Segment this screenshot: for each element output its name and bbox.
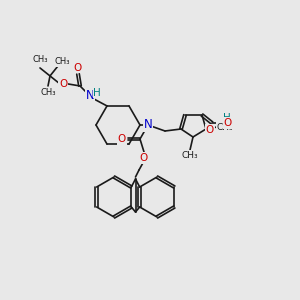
Text: H: H: [93, 88, 101, 98]
Text: H: H: [223, 113, 231, 123]
Text: O: O: [140, 153, 148, 163]
Text: O: O: [74, 63, 82, 73]
Text: CH₃: CH₃: [54, 57, 70, 66]
Text: CH₃: CH₃: [40, 88, 56, 98]
Text: N: N: [85, 89, 94, 102]
Text: CH₃: CH₃: [217, 122, 233, 131]
Text: N: N: [144, 118, 152, 131]
Text: O: O: [224, 118, 232, 128]
Text: CH₃: CH₃: [32, 56, 48, 64]
Text: O: O: [59, 79, 67, 89]
Text: O: O: [118, 134, 126, 144]
Text: CH₃: CH₃: [182, 151, 198, 160]
Text: O: O: [206, 125, 214, 135]
